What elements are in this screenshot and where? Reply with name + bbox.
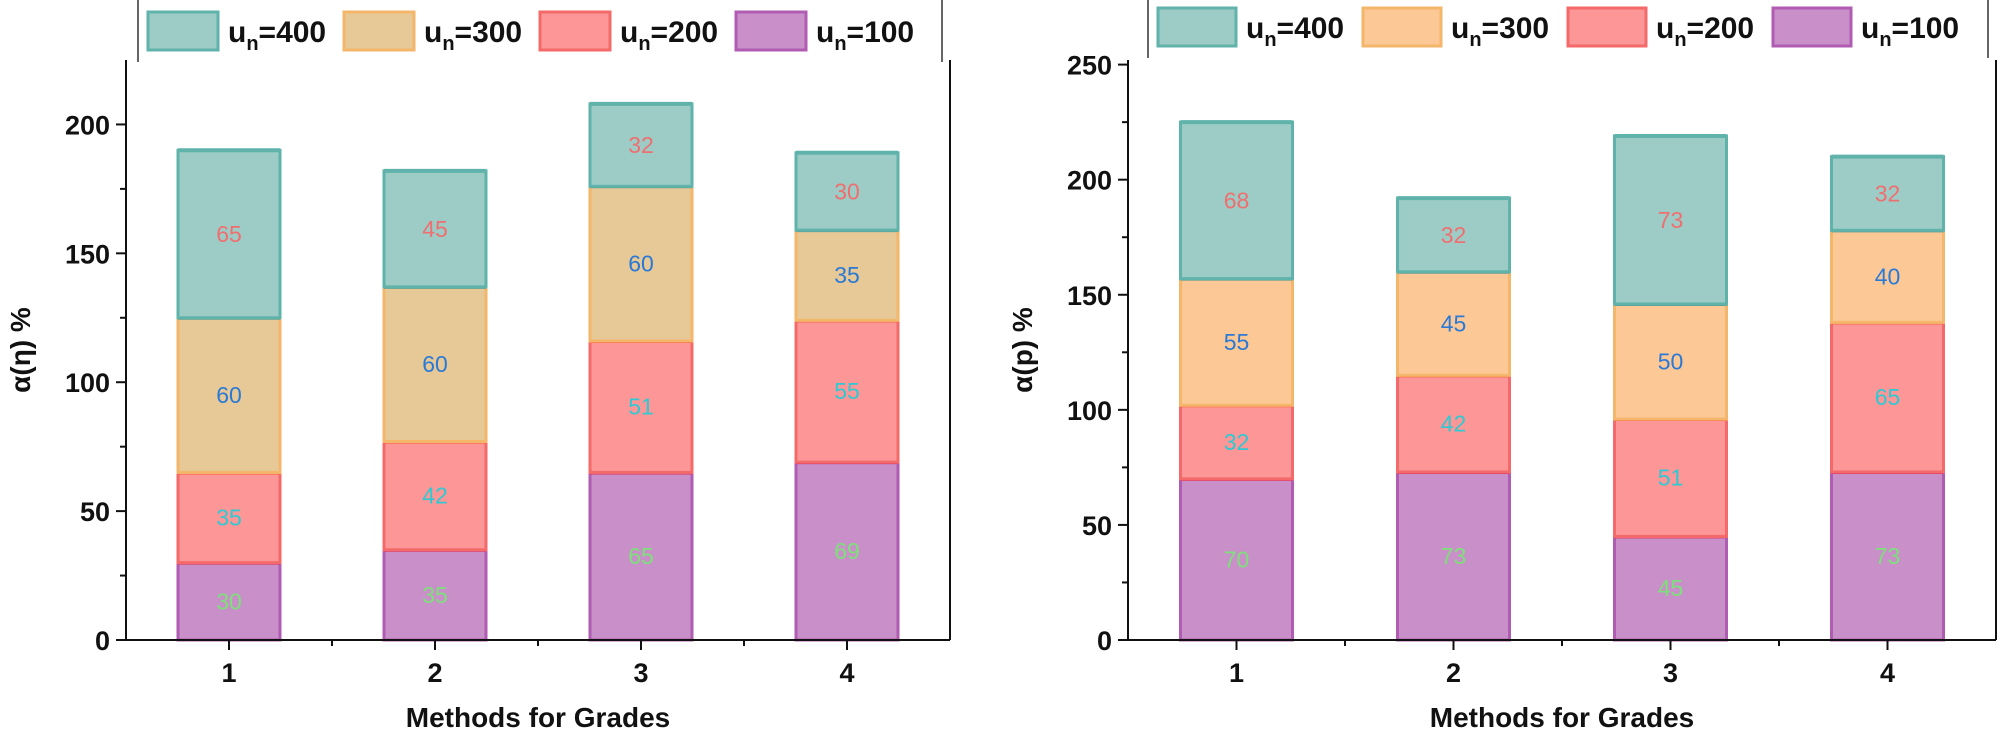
bar-segment-u_n=100-cat-1 <box>176 561 282 642</box>
bar-segment-u_n=200-cat-4 <box>1830 320 1945 474</box>
y-axis-title: α(p) % <box>1007 307 1038 393</box>
legend-swatch-u_n=400 <box>1156 6 1238 48</box>
legend-label-u_n=300: un=300 <box>1451 12 1549 51</box>
x-axis-title: Methods for Grades <box>1430 702 1694 733</box>
bar-segment-u_n=400-cat-4 <box>794 151 900 232</box>
bar-segment-u_n=400-cat-2 <box>382 169 488 289</box>
legend-swatch-u_n=200 <box>1566 6 1648 48</box>
x-tick-label: 4 <box>1880 658 1895 688</box>
legend-label-u_n=300: un=300 <box>424 16 522 55</box>
y-tick-label: 100 <box>1067 396 1112 426</box>
data-label-u_n=300-cat-4: 40 <box>1875 263 1901 289</box>
bar-segment-u_n=300-cat-1 <box>1179 277 1294 407</box>
data-label-u_n=300-cat-2: 45 <box>1441 311 1467 337</box>
bar-segment-u_n=200-cat-3 <box>588 339 694 474</box>
data-label-u_n=400-cat-2: 45 <box>422 216 448 242</box>
y-tick-label: 200 <box>1067 166 1112 196</box>
data-label-u_n=100-cat-3: 45 <box>1658 575 1684 601</box>
legend-swatch-u_n=400 <box>146 10 220 52</box>
y-tick-label: 50 <box>80 497 110 527</box>
bar-segment-u_n=200-cat-4 <box>794 318 900 464</box>
x-tick-label: 2 <box>427 658 442 688</box>
data-label-u_n=100-cat-2: 35 <box>422 582 448 608</box>
data-label-u_n=200-cat-1: 32 <box>1224 429 1250 455</box>
x-tick-label: 3 <box>1663 658 1678 688</box>
data-label-u_n=200-cat-2: 42 <box>422 483 448 509</box>
legend-swatch-u_n=100 <box>734 10 808 52</box>
legend-label-u_n=200: un=200 <box>1656 12 1754 51</box>
data-label-u_n=200-cat-3: 51 <box>628 394 654 420</box>
bar-segment-u_n=200-cat-1 <box>1179 403 1294 481</box>
x-tick-label: 1 <box>221 658 236 688</box>
legend-swatch-u_n=100 <box>1771 6 1853 48</box>
data-label-u_n=200-cat-4: 55 <box>834 378 860 404</box>
data-label-u_n=300-cat-3: 60 <box>628 251 654 277</box>
x-tick-label: 3 <box>633 658 648 688</box>
x-tick-label: 2 <box>1446 658 1461 688</box>
chart-2: 7032556873424532455150737365403205010015… <box>1007 0 1997 733</box>
y-tick-label: 0 <box>1097 626 1112 656</box>
data-label-u_n=300-cat-1: 55 <box>1224 329 1250 355</box>
bar-segment-u_n=400-cat-1 <box>1179 120 1294 281</box>
legend: un=400 un=300 un=200 un=100 <box>137 0 943 62</box>
data-label-u_n=400-cat-4: 30 <box>834 178 860 204</box>
data-label-u_n=200-cat-2: 42 <box>1441 411 1467 437</box>
y-tick-label: 100 <box>65 368 110 398</box>
bar-segment-u_n=300-cat-1 <box>176 316 282 474</box>
data-label-u_n=400-cat-3: 73 <box>1658 207 1684 233</box>
legend-label-u_n=400: un=400 <box>228 16 326 55</box>
chart-1: 3035606535426045655160326955353005010015… <box>5 0 951 733</box>
legend-label-u_n=100: un=100 <box>816 16 914 55</box>
y-tick-label: 150 <box>65 239 110 269</box>
y-tick-label: 0 <box>95 626 110 656</box>
x-tick-label: 1 <box>1229 658 1244 688</box>
legend-swatch-u_n=200 <box>538 10 612 52</box>
data-label-u_n=100-cat-2: 73 <box>1441 543 1467 569</box>
x-tick-label: 4 <box>839 658 854 688</box>
data-label-u_n=200-cat-3: 51 <box>1658 465 1684 491</box>
bar-segment-u_n=100-cat-1 <box>1179 477 1294 642</box>
data-label-u_n=300-cat-3: 50 <box>1658 349 1684 375</box>
data-label-u_n=400-cat-2: 32 <box>1441 222 1467 248</box>
bar-segment-u_n=400-cat-3 <box>1613 134 1728 306</box>
data-label-u_n=300-cat-4: 35 <box>834 262 860 288</box>
data-label-u_n=300-cat-2: 60 <box>422 351 448 377</box>
bar-segment-u_n=400-cat-1 <box>176 148 282 320</box>
legend-swatch-u_n=300 <box>342 10 416 52</box>
bar-segment-u_n=300-cat-3 <box>1613 302 1728 421</box>
x-axis-title: Methods for Grades <box>406 702 670 733</box>
y-tick-label: 200 <box>65 110 110 140</box>
bar-segment-u_n=100-cat-2 <box>382 548 488 642</box>
data-label-u_n=400-cat-1: 65 <box>216 221 242 247</box>
legend: un=400 un=300 un=200 un=100 <box>1147 0 1989 58</box>
y-axis-title: α(η) % <box>5 307 36 393</box>
y-tick-label: 50 <box>1082 511 1112 541</box>
legend-label-u_n=100: un=100 <box>1861 12 1959 51</box>
data-label-u_n=100-cat-1: 70 <box>1224 546 1250 572</box>
legend-label-u_n=400: un=400 <box>1246 12 1344 51</box>
data-label-u_n=400-cat-3: 32 <box>628 132 654 158</box>
data-label-u_n=400-cat-4: 32 <box>1875 180 1901 206</box>
bar-segment-u_n=200-cat-2 <box>1396 373 1511 474</box>
bar-segment-u_n=300-cat-4 <box>794 228 900 322</box>
bar-segment-u_n=200-cat-1 <box>176 470 282 565</box>
data-label-u_n=100-cat-3: 65 <box>628 543 654 569</box>
data-label-u_n=400-cat-1: 68 <box>1224 187 1250 213</box>
data-label-u_n=300-cat-1: 60 <box>216 382 242 408</box>
bar-segment-u_n=300-cat-3 <box>588 184 694 343</box>
y-tick-label: 250 <box>1067 51 1112 81</box>
data-label-u_n=100-cat-4: 69 <box>834 538 860 564</box>
data-label-u_n=200-cat-4: 65 <box>1875 384 1901 410</box>
y-tick-label: 150 <box>1067 281 1112 311</box>
legend-label-u_n=200: un=200 <box>620 16 718 55</box>
bar-segment-u_n=300-cat-4 <box>1830 228 1945 324</box>
bar-segment-u_n=400-cat-3 <box>588 102 694 188</box>
data-label-u_n=100-cat-1: 30 <box>216 588 242 614</box>
data-label-u_n=200-cat-1: 35 <box>216 505 242 531</box>
bar-segment-u_n=400-cat-2 <box>1396 196 1511 274</box>
bar-segment-u_n=300-cat-2 <box>382 285 488 444</box>
legend-swatch-u_n=300 <box>1361 6 1443 48</box>
data-label-u_n=100-cat-4: 73 <box>1875 543 1901 569</box>
